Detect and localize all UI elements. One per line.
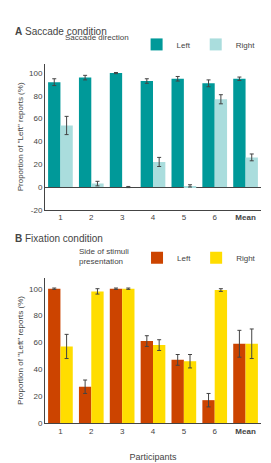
svg-text:Participants: Participants [129, 452, 177, 462]
svg-text:0: 0 [38, 419, 43, 428]
svg-text:Mean: Mean [235, 213, 256, 222]
svg-text:6: 6 [212, 213, 217, 222]
svg-text:A Saccade condition: A Saccade condition [15, 26, 107, 37]
svg-text:4: 4 [151, 213, 156, 222]
svg-text:60: 60 [33, 114, 42, 123]
svg-text:40: 40 [33, 137, 42, 146]
svg-text:3: 3 [120, 213, 125, 222]
svg-text:0: 0 [38, 183, 43, 192]
svg-text:Left: Left [177, 41, 191, 50]
svg-text:20: 20 [33, 392, 42, 401]
svg-text:80: 80 [33, 311, 42, 320]
svg-text:20: 20 [33, 160, 42, 169]
svg-text:Left: Left [177, 254, 191, 263]
svg-text:Mean: Mean [235, 427, 256, 436]
svg-text:60: 60 [33, 338, 42, 347]
svg-text:Saccade direction: Saccade direction [65, 33, 129, 42]
svg-text:5: 5 [182, 213, 187, 222]
svg-text:2: 2 [89, 213, 94, 222]
svg-text:1: 1 [58, 213, 63, 222]
svg-text:40: 40 [33, 365, 42, 374]
svg-text:100: 100 [29, 69, 43, 78]
svg-text:Right: Right [236, 254, 255, 263]
svg-text:4: 4 [151, 427, 156, 436]
svg-text:Right: Right [236, 41, 255, 50]
svg-text:6: 6 [212, 427, 217, 436]
svg-text:Proportion of "Left" reports (: Proportion of "Left" reports (%) [16, 82, 25, 191]
svg-text:100: 100 [29, 284, 43, 293]
svg-text:80: 80 [33, 92, 42, 101]
svg-text:1: 1 [58, 427, 63, 436]
svg-text:Side of stimulipresentation: Side of stimulipresentation [79, 247, 129, 266]
svg-text:2: 2 [89, 427, 94, 436]
svg-text:B Fixation condition: B Fixation condition [15, 233, 103, 244]
svg-text:-20: -20 [31, 206, 43, 215]
svg-text:Proportion of "Left" reports (: Proportion of "Left" reports (%) [16, 296, 25, 405]
svg-text:3: 3 [120, 427, 125, 436]
svg-text:5: 5 [182, 427, 187, 436]
